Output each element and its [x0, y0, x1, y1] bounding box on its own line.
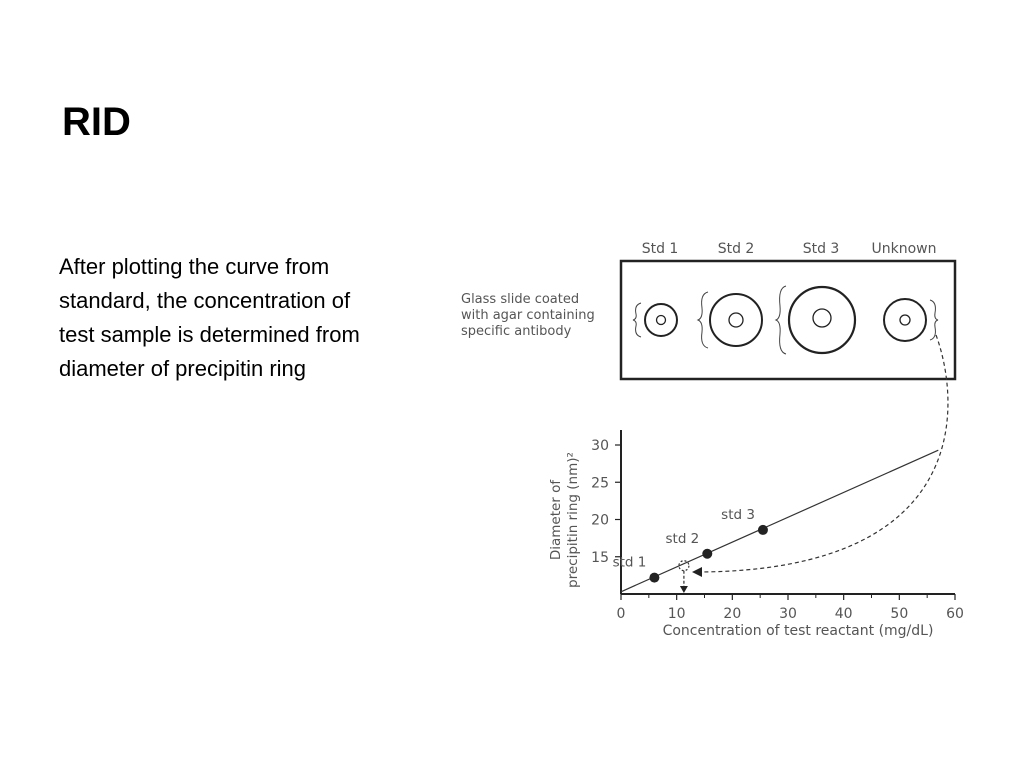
data-point-std2	[702, 548, 713, 559]
x-tick-label: 0	[617, 606, 626, 622]
well-label-unknown: Unknown	[872, 241, 937, 257]
x-tick-label: 20	[723, 606, 741, 622]
well-std1	[632, 302, 678, 338]
x-tick-label: 60	[946, 606, 964, 622]
x-tick-label: 10	[668, 606, 686, 622]
data-point-label: std 1	[613, 555, 647, 571]
well-unknown	[883, 298, 939, 342]
well-std2	[696, 291, 763, 349]
unknown-transfer-arrow	[699, 334, 949, 573]
data-point-std3	[757, 524, 768, 535]
x-axis-label: Concentration of test reactant (mg/dL)	[663, 623, 934, 639]
calibration-line	[620, 449, 939, 593]
data-point-label: std 3	[721, 507, 755, 523]
y-axis-label: Diameter of	[548, 479, 564, 561]
well-label-std2: Std 2	[718, 241, 755, 257]
unknown-arrowhead	[692, 567, 702, 577]
slide-label-line-3: specific antibody	[461, 324, 572, 339]
well-label-std3: Std 3	[803, 241, 840, 257]
x-tick-label: 50	[890, 606, 908, 622]
y-tick-label: 25	[591, 475, 609, 491]
well-label-std1: Std 1	[642, 241, 679, 257]
data-point-std1	[649, 572, 660, 583]
slide-title: RID	[62, 100, 131, 144]
x-tick-label: 40	[835, 606, 853, 622]
well-std3	[774, 285, 857, 355]
slide-label-line-2: with agar containing	[461, 308, 595, 323]
y-tick-label: 30	[591, 438, 609, 454]
body-text: After plotting the curve from standard, …	[59, 254, 360, 381]
y-tick-label: 20	[591, 513, 609, 529]
unknown-point	[678, 560, 690, 572]
glass-slide	[619, 259, 957, 381]
unknown-drop-arrowhead	[679, 586, 688, 593]
x-tick-label: 30	[779, 606, 797, 622]
data-point-label: std 2	[666, 531, 700, 547]
slide-label-line-1: Glass slide coated	[461, 292, 579, 307]
y-axis-label: precipitin ring (nm)²	[565, 452, 581, 588]
y-tick-label: 15	[591, 550, 609, 566]
